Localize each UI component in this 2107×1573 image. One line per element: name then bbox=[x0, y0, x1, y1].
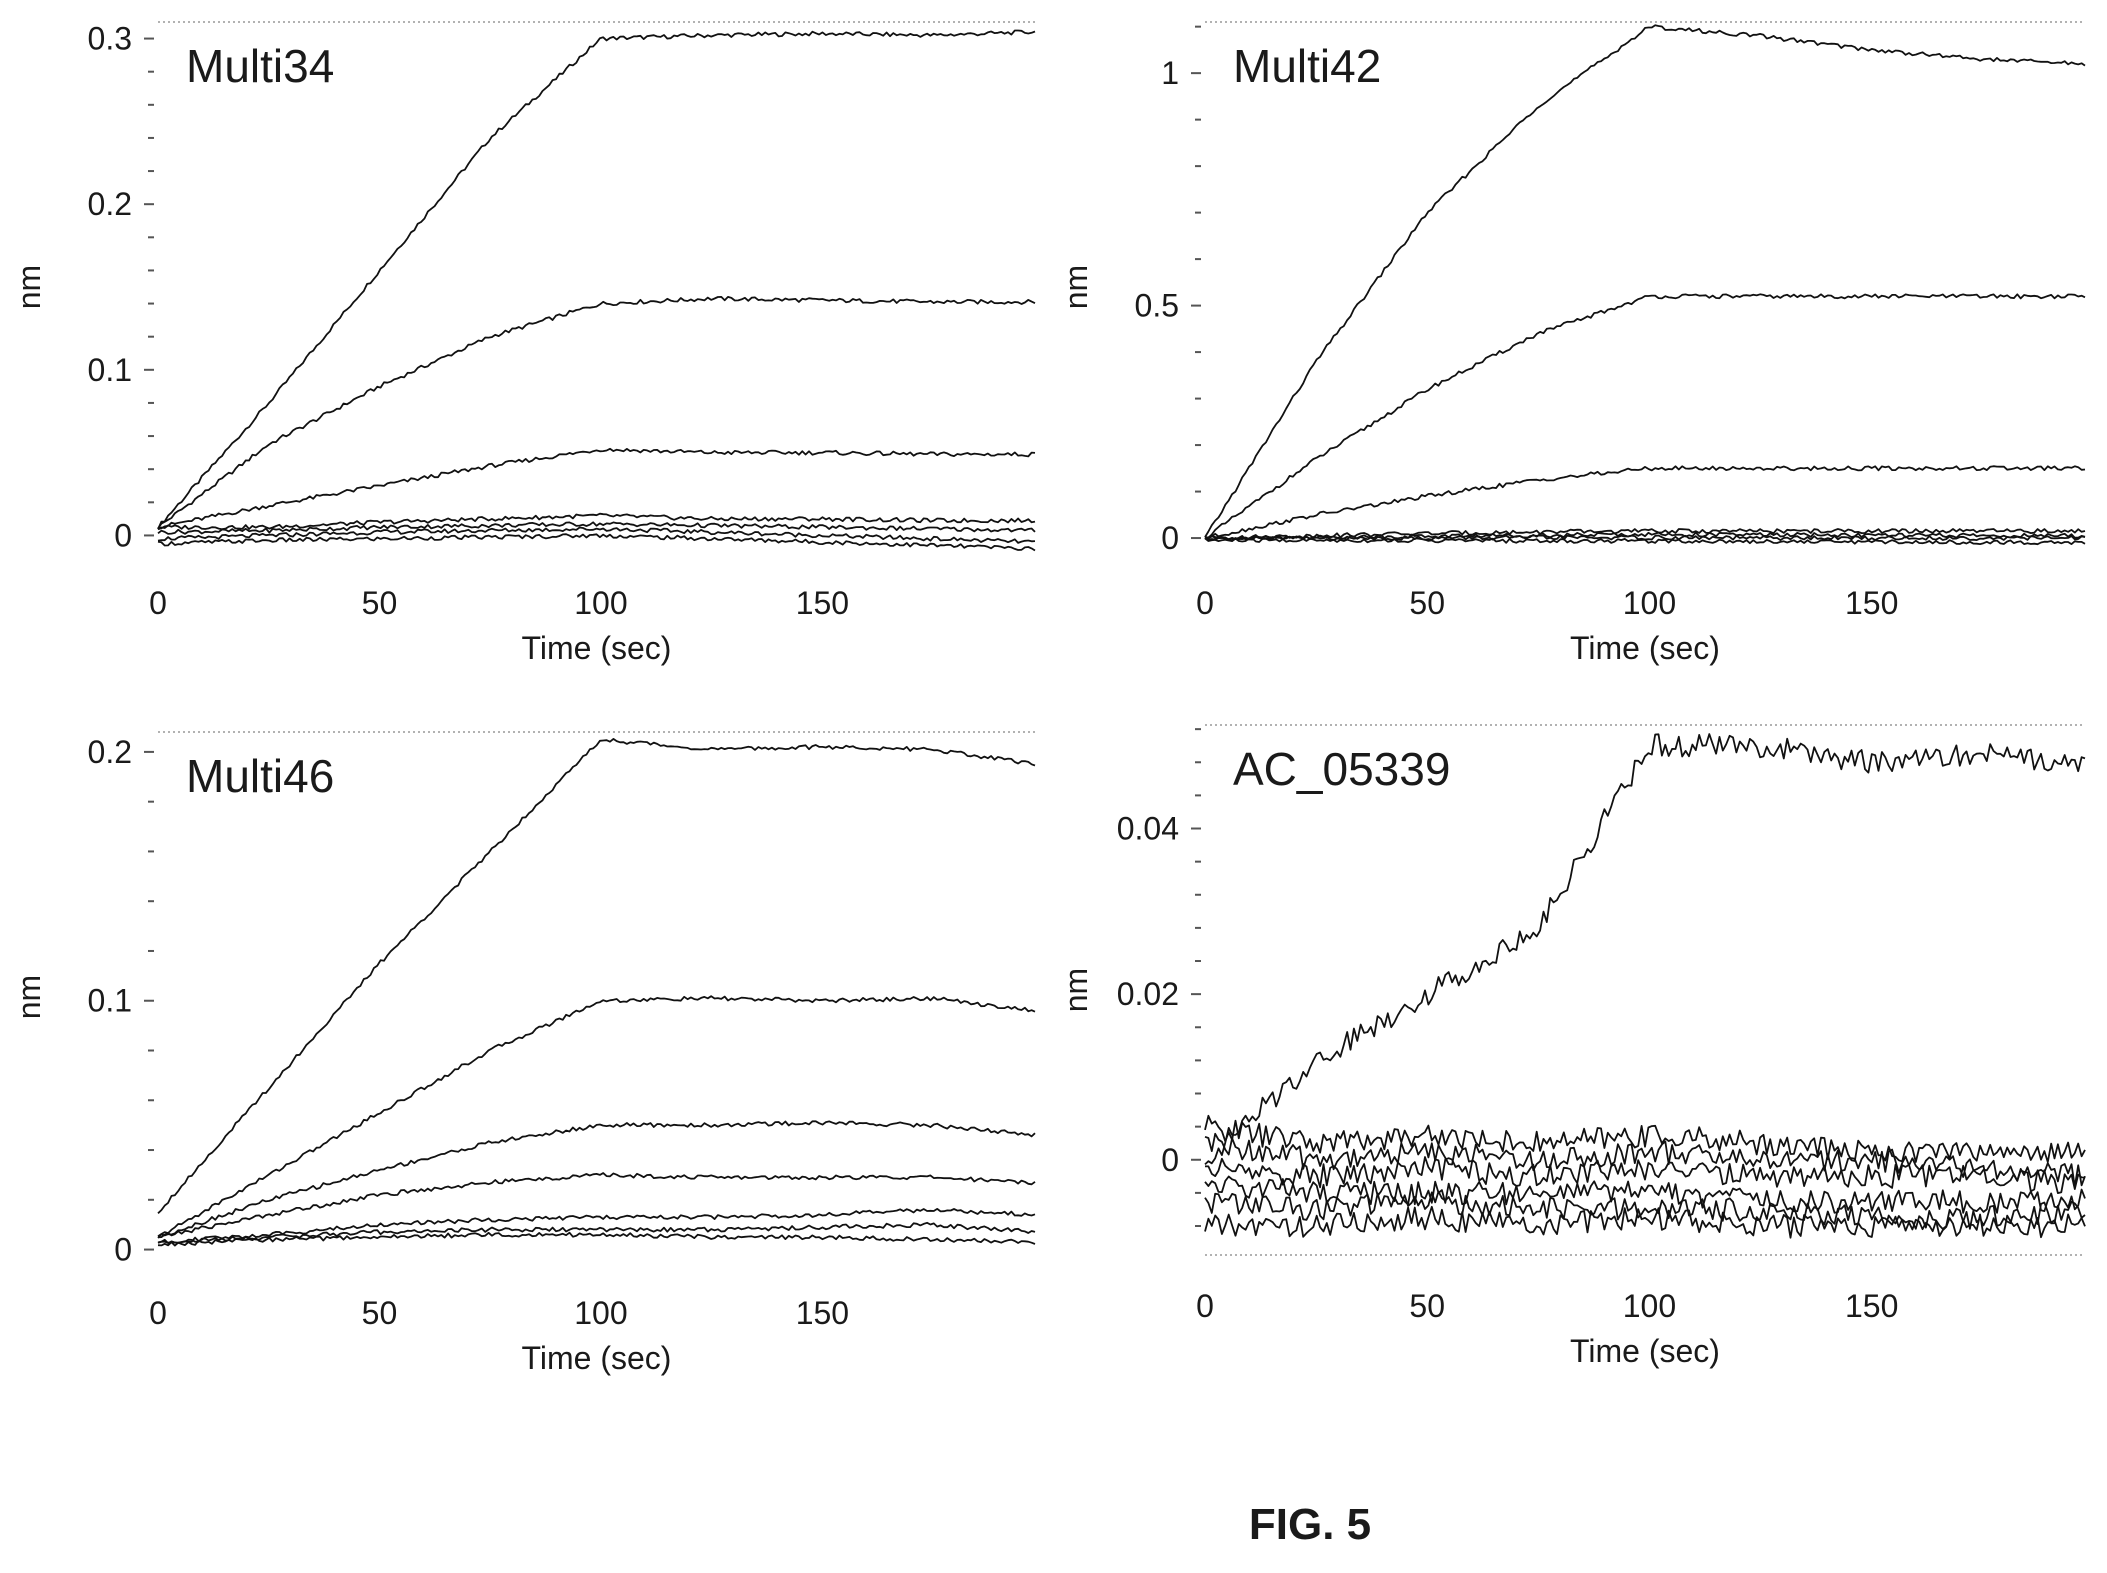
x-tick-label: 100 bbox=[1623, 1288, 1676, 1324]
series-line-6 bbox=[157, 1221, 1036, 1244]
y-tick-label: 0.2 bbox=[88, 186, 132, 222]
series-line-6 bbox=[157, 526, 1036, 544]
y-tick-label: 1 bbox=[1161, 55, 1179, 91]
series-line-3 bbox=[1204, 1132, 2086, 1188]
x-tick-label: 0 bbox=[149, 1295, 167, 1331]
figure-caption: FIG. 5 bbox=[1248, 1500, 1372, 1549]
series-line-3 bbox=[1204, 465, 2086, 540]
series-line-5 bbox=[1204, 531, 2086, 541]
x-tick-label: 100 bbox=[1623, 585, 1676, 621]
panel-multi42: 0 0.5 1 0 50 100 150 Time (sec) nm Multi42 bbox=[1058, 21, 2086, 666]
panel-multi34: 0 0.1 0.2 0.3 0 50 100 150 Time (sec) nm Multi34 bbox=[11, 21, 1036, 666]
x-tick-label: 50 bbox=[362, 585, 398, 621]
panel-ac-05339: 0 0.02 0.04 0 50 100 150 Time (sec) nm AC_05339 bbox=[1058, 724, 2086, 1369]
y-tick-label: 0.2 bbox=[88, 734, 132, 770]
y-axis-label: nm bbox=[11, 265, 47, 309]
x-axis-label: Time (sec) bbox=[522, 630, 672, 666]
series-line-4 bbox=[157, 512, 1036, 531]
x-tick-label: 50 bbox=[362, 1295, 398, 1331]
x-tick-label: 150 bbox=[796, 1295, 849, 1331]
y-tick-label: 0.1 bbox=[88, 983, 132, 1019]
y-tick-label: 0.02 bbox=[1117, 976, 1179, 1012]
series-line-6 bbox=[1204, 1190, 2086, 1230]
panel-multi46: 0 0.1 0.2 0 50 100 150 Time (sec) nm Multi46 bbox=[11, 731, 1036, 1376]
x-tick-label: 150 bbox=[796, 585, 849, 621]
y-axis-label: nm bbox=[1058, 968, 1094, 1012]
series-line-5 bbox=[1204, 1175, 2086, 1214]
y-axis-label: nm bbox=[11, 975, 47, 1019]
series-line-2 bbox=[1204, 1114, 2086, 1163]
x-tick-label: 50 bbox=[1409, 1288, 1445, 1324]
series-line-7 bbox=[1204, 1205, 2086, 1239]
panel-title: AC_05339 bbox=[1233, 743, 1450, 795]
x-axis-label: Time (sec) bbox=[1570, 1333, 1720, 1369]
y-axis-label: nm bbox=[1058, 265, 1094, 309]
y-tick-label: 0 bbox=[114, 1232, 132, 1268]
series-line-1 bbox=[1204, 24, 2086, 538]
y-tick-label: 0.04 bbox=[1117, 811, 1179, 847]
series-line-1 bbox=[157, 29, 1036, 530]
panel-title: Multi34 bbox=[186, 40, 334, 92]
panel-title: Multi46 bbox=[186, 750, 334, 802]
y-tick-label: 0 bbox=[1161, 520, 1179, 556]
series-line-3 bbox=[157, 447, 1036, 531]
x-axis-label: Time (sec) bbox=[522, 1340, 672, 1376]
y-tick-label: 0 bbox=[114, 517, 132, 553]
x-tick-label: 100 bbox=[574, 1295, 627, 1331]
y-tick-label: 0.5 bbox=[1135, 288, 1179, 324]
series-line-4 bbox=[157, 1172, 1036, 1239]
y-tick-label: 0.1 bbox=[88, 352, 132, 388]
series-line-7 bbox=[1204, 537, 2086, 546]
x-tick-label: 0 bbox=[1196, 1288, 1214, 1324]
x-tick-label: 0 bbox=[149, 585, 167, 621]
y-tick-label: 0 bbox=[1161, 1142, 1179, 1178]
series-line-7 bbox=[157, 1231, 1036, 1247]
x-tick-label: 0 bbox=[1196, 585, 1214, 621]
series-line-1 bbox=[157, 738, 1036, 1214]
x-tick-label: 150 bbox=[1845, 1288, 1898, 1324]
x-tick-label: 100 bbox=[574, 585, 627, 621]
series-line-2 bbox=[157, 995, 1036, 1237]
series-line-5 bbox=[157, 521, 1036, 535]
x-tick-label: 50 bbox=[1409, 585, 1445, 621]
series-line-2 bbox=[157, 296, 1036, 530]
series-line-7 bbox=[157, 533, 1036, 552]
series-line-1 bbox=[1204, 733, 2086, 1166]
series-line-4 bbox=[1204, 1156, 2086, 1194]
x-axis-label: Time (sec) bbox=[1570, 630, 1720, 666]
y-tick-label: 0.3 bbox=[88, 21, 132, 57]
x-tick-label: 150 bbox=[1845, 585, 1898, 621]
panel-title: Multi42 bbox=[1233, 40, 1381, 92]
series-line-2 bbox=[1204, 293, 2086, 539]
series-line-5 bbox=[157, 1208, 1036, 1244]
series-line-3 bbox=[157, 1120, 1036, 1239]
